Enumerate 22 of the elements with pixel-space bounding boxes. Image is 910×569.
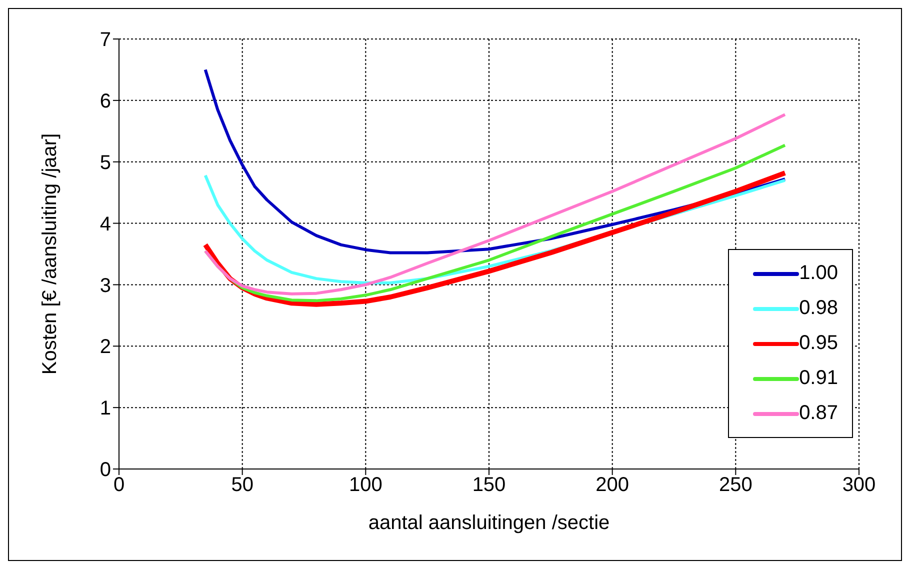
legend-label: 1.00 [799,262,838,285]
y-tick-label: 7 [100,29,111,52]
x-tick-label: 150 [472,474,506,496]
x-tick-label: 250 [718,474,752,496]
y-tick-label: 2 [100,336,111,358]
y-axis-title: Kosten [€ /aansluiting /jaar] [39,133,62,375]
y-tick-label: 4 [100,213,111,236]
y-tick-label: 3 [100,274,111,297]
y-tick-label: 6 [100,90,111,113]
x-tick-label: 50 [231,474,254,496]
y-tick-label: 1 [100,398,111,420]
x-tick-label: 300 [842,474,876,496]
legend-label: 0.98 [799,297,838,320]
line-series [204,113,786,296]
legend-label: 0.95 [799,332,838,355]
x-axis-title: aantal aansluitingen /sectie [368,512,610,534]
legend-label: 0.91 [799,367,838,390]
x-tick-label: 200 [596,474,630,496]
x-tick-label: 100 [348,474,382,496]
y-tick-label: 0 [100,459,111,482]
y-tick-label: 5 [100,152,111,174]
legend-label: 0.87 [799,402,838,425]
